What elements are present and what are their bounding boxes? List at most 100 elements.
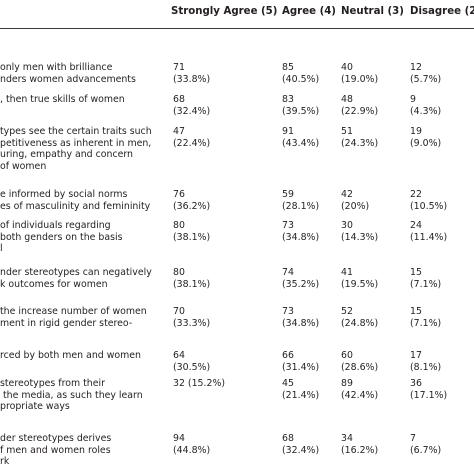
statement-text: , then true skills of women xyxy=(0,94,125,105)
count-value: 19 xyxy=(410,126,422,137)
response-cell: 15 (7.1%) xyxy=(410,306,472,329)
statement-text: stereotypes from their the media, as suc… xyxy=(0,378,143,412)
count-value: 89 xyxy=(341,378,353,389)
percent-value: (7.1%) xyxy=(410,317,442,329)
response-cell: 74 (35.2%) xyxy=(282,267,344,290)
percent-value: (19.5%) xyxy=(341,278,379,290)
count-value: 80 xyxy=(173,220,185,231)
percent-value: (33.3%) xyxy=(173,317,211,329)
response-cell: 94 (44.8%) xyxy=(173,433,235,456)
count-value: 36 xyxy=(410,378,422,389)
percent-value: (39.5%) xyxy=(282,105,320,117)
count-value: 68 xyxy=(173,94,185,105)
response-cell: 80 (38.1%) xyxy=(173,220,235,243)
response-cell: 73 (34.8%) xyxy=(282,220,344,243)
response-cell: 30 (14.3%) xyxy=(341,220,403,243)
response-cell: 42 (20%) xyxy=(341,189,403,212)
statement-text: e informed by social norms es of masculi… xyxy=(0,189,151,212)
percent-value: (38.1%) xyxy=(173,231,211,243)
response-cell: 36 (17.1%) xyxy=(410,378,472,401)
response-cell: 32 (15.2%) xyxy=(173,378,235,390)
statement-text: the increase number of women ment in rig… xyxy=(0,306,147,329)
response-cell: 52 (24.8%) xyxy=(341,306,403,329)
percent-value: (24.3%) xyxy=(341,137,379,149)
response-cell: 80 (38.1%) xyxy=(173,267,235,290)
count-value: 22 xyxy=(410,189,422,200)
response-cell: 9 (4.3%) xyxy=(410,94,472,117)
header-strongly-agree: Strongly Agree (5) xyxy=(171,6,278,17)
percent-value: (38.1%) xyxy=(173,278,211,290)
percent-value: (33.8%) xyxy=(173,73,211,85)
count-value: 47 xyxy=(173,126,185,137)
response-cell: 68 (32.4%) xyxy=(282,433,344,456)
count-value: 15 xyxy=(410,306,422,317)
response-cell: 24 (11.4%) xyxy=(410,220,472,243)
count-value: 42 xyxy=(341,189,353,200)
percent-value: (11.4%) xyxy=(410,231,448,243)
statement-text: nder stereotypes can negatively k outcom… xyxy=(0,267,152,290)
count-value: 64 xyxy=(173,350,185,361)
percent-value: (34.8%) xyxy=(282,231,320,243)
percent-value: (9.0%) xyxy=(410,137,442,149)
response-cell: 48 (22.9%) xyxy=(341,94,403,117)
count-value: 76 xyxy=(173,189,185,200)
statement-text: rced by both men and women xyxy=(0,350,141,361)
count-value: 68 xyxy=(282,433,294,444)
response-cell: 45 (21.4%) xyxy=(282,378,344,401)
response-cell: 22 (10.5%) xyxy=(410,189,472,212)
count-value: 66 xyxy=(282,350,294,361)
count-value: 73 xyxy=(282,306,294,317)
response-cell: 7 (6.7%) xyxy=(410,433,472,456)
percent-value: (16.2%) xyxy=(341,444,379,456)
count-value: 94 xyxy=(173,433,185,444)
count-value: 12 xyxy=(410,62,422,73)
response-cell: 59 (28.1%) xyxy=(282,189,344,212)
response-cell: 73 (34.8%) xyxy=(282,306,344,329)
percent-value: (21.4%) xyxy=(282,389,320,401)
count-value: 17 xyxy=(410,350,422,361)
percent-value: (34.8%) xyxy=(282,317,320,329)
percent-value: (43.4%) xyxy=(282,137,320,149)
percent-value: (31.4%) xyxy=(282,361,320,373)
count-value: 15 xyxy=(410,267,422,278)
count-value: 59 xyxy=(282,189,294,200)
count-value: 9 xyxy=(410,94,416,105)
statement-text: only men with brilliance nders women adv… xyxy=(0,62,136,85)
response-cell: 40 (19.0%) xyxy=(341,62,403,85)
percent-value: (42.4%) xyxy=(341,389,379,401)
percent-value: (20%) xyxy=(341,200,370,212)
percent-value: (32.4%) xyxy=(173,105,211,117)
header-rule xyxy=(0,28,474,29)
count-value: 32 (15.2%) xyxy=(173,378,226,389)
percent-value: (10.5%) xyxy=(410,200,448,212)
header-disagree: Disagree (2) xyxy=(410,6,474,17)
response-cell: 47 (22.4%) xyxy=(173,126,235,149)
count-value: 83 xyxy=(282,94,294,105)
statement-text: der stereotypes derives f men and women … xyxy=(0,433,112,467)
percent-value: (35.2%) xyxy=(282,278,320,290)
count-value: 71 xyxy=(173,62,185,73)
statement-text: types see the certain traits such petiti… xyxy=(0,126,152,172)
count-value: 41 xyxy=(341,267,353,278)
percent-value: (32.4%) xyxy=(282,444,320,456)
response-cell: 70 (33.3%) xyxy=(173,306,235,329)
response-cell: 71 (33.8%) xyxy=(173,62,235,85)
header-neutral: Neutral (3) xyxy=(341,6,404,17)
count-value: 70 xyxy=(173,306,185,317)
count-value: 48 xyxy=(341,94,353,105)
count-value: 80 xyxy=(173,267,185,278)
percent-value: (28.1%) xyxy=(282,200,320,212)
response-cell: 83 (39.5%) xyxy=(282,94,344,117)
percent-value: (8.1%) xyxy=(410,361,442,373)
response-cell: 34 (16.2%) xyxy=(341,433,403,456)
percent-value: (6.7%) xyxy=(410,444,442,456)
count-value: 60 xyxy=(341,350,353,361)
response-cell: 17 (8.1%) xyxy=(410,350,472,373)
count-value: 52 xyxy=(341,306,353,317)
header-agree: Agree (4) xyxy=(282,6,336,17)
percent-value: (40.5%) xyxy=(282,73,320,85)
percent-value: (22.9%) xyxy=(341,105,379,117)
response-cell: 64 (30.5%) xyxy=(173,350,235,373)
percent-value: (22.4%) xyxy=(173,137,211,149)
percent-value: (36.2%) xyxy=(173,200,211,212)
